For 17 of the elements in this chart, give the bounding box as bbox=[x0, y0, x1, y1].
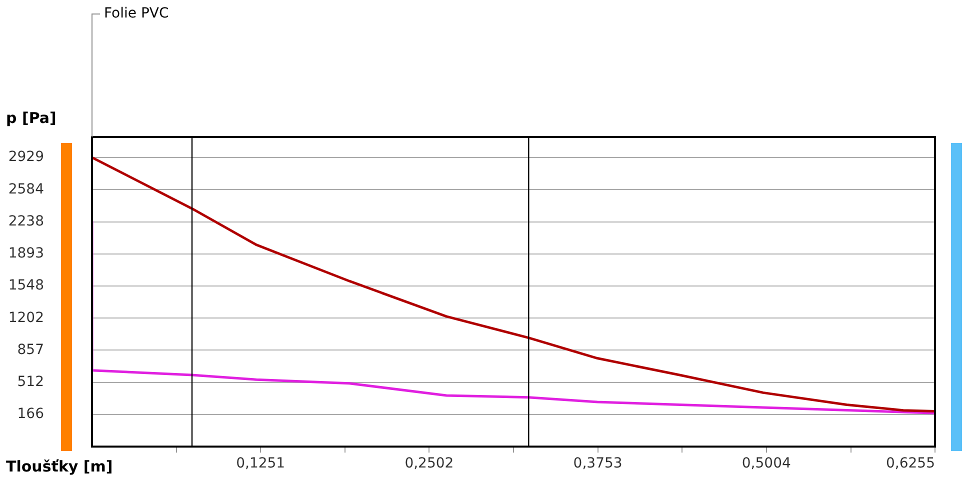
x-tick-label: 0,1251 bbox=[236, 456, 286, 472]
x-tick-label: 0,5004 bbox=[742, 456, 791, 472]
y-tick-label: 1548 bbox=[8, 278, 44, 294]
y-tick-label: 166 bbox=[17, 406, 44, 422]
x-axis-title: Tloušťky [m] bbox=[6, 457, 113, 476]
y-tick-label: 1893 bbox=[8, 246, 44, 262]
y-axis-title: p [Pa] bbox=[6, 108, 56, 127]
y-tick-label: 857 bbox=[17, 342, 44, 358]
y-tick-label: 2238 bbox=[8, 213, 44, 230]
y-tick-label: 512 bbox=[17, 374, 44, 390]
x-tick-label: 0,2502 bbox=[404, 456, 454, 472]
y-tick-label: 2929 bbox=[8, 149, 44, 166]
x-tick-label: 0,3753 bbox=[573, 456, 622, 472]
y-tick-label: 2584 bbox=[8, 181, 44, 198]
text: Folie PVC bbox=[104, 6, 169, 22]
y-tick-label: 1202 bbox=[8, 310, 44, 326]
x-tick-label: 0,6255 bbox=[886, 456, 935, 472]
